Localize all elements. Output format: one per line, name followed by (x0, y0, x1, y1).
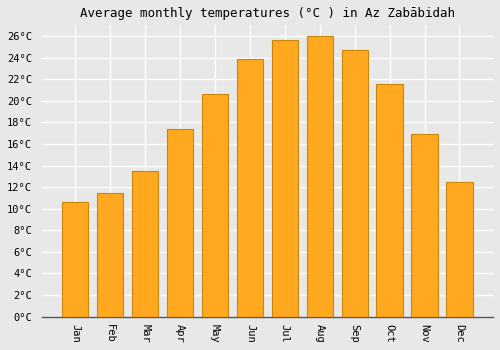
Bar (446, 182, 472, 317)
Bar (306, 36, 333, 317)
Bar (272, 40, 298, 317)
Bar (167, 129, 193, 317)
Bar (237, 59, 263, 317)
Bar (376, 84, 402, 317)
Bar (342, 50, 368, 317)
Bar (97, 193, 124, 317)
Bar (202, 94, 228, 317)
Title: Average monthly temperatures (°C ) in Az Zabābidah: Average monthly temperatures (°C ) in Az… (80, 7, 455, 20)
Bar (412, 134, 438, 317)
Bar (62, 202, 88, 317)
Bar (132, 171, 158, 317)
